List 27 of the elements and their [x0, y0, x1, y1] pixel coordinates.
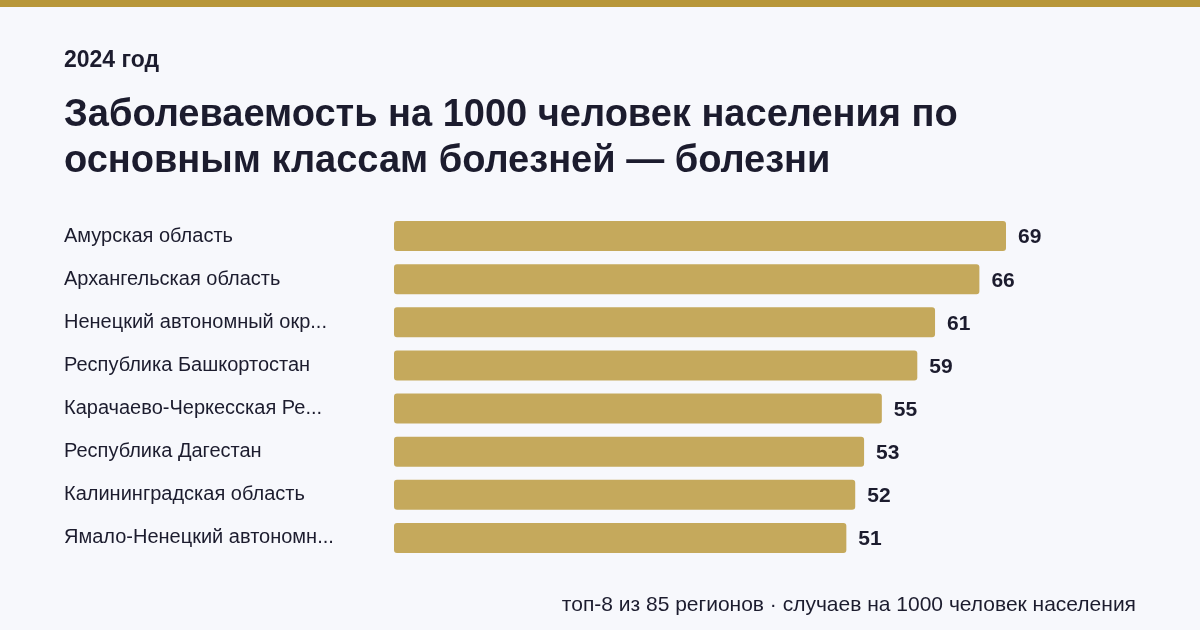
y-tick-label: Ямало-Ненецкий автономн... — [64, 525, 334, 548]
data-label: 59 — [929, 353, 953, 377]
data-label: 55 — [893, 396, 918, 420]
bar — [394, 307, 936, 338]
bar — [394, 479, 856, 510]
bar — [394, 393, 882, 424]
y-tick-label: Республика Дагестан — [64, 439, 262, 462]
data-label: 66 — [991, 267, 1015, 291]
chart-title: Заболеваемость на 1000 человек населения по основным классам болезней — болезни — [64, 91, 959, 182]
bar — [394, 221, 1006, 251]
y-tick-label: Амурская область — [64, 223, 233, 246]
text: 2024 год — [64, 46, 160, 73]
y-tick-label: Ненецкий автономный окр... — [64, 309, 327, 332]
y-tick-label: Республика Башкортостан — [64, 352, 311, 375]
y-tick-label: Архангельская область — [64, 266, 281, 289]
text: топ-8 из 85 регионов · случаев на 1000 человек населения — [561, 592, 1136, 616]
bar — [394, 264, 980, 295]
data-label: 51 — [858, 526, 883, 550]
data-label: 53 — [876, 440, 900, 464]
y-tick-label: Карачаево-Черкесская Ре... — [64, 396, 323, 419]
bar — [394, 522, 847, 553]
data-label: 69 — [1018, 224, 1042, 248]
y-tick-label: Калининградская область — [64, 482, 305, 505]
bar — [394, 350, 918, 381]
data-label: 61 — [947, 310, 971, 334]
data-label: 52 — [867, 483, 891, 507]
bar — [394, 436, 865, 467]
